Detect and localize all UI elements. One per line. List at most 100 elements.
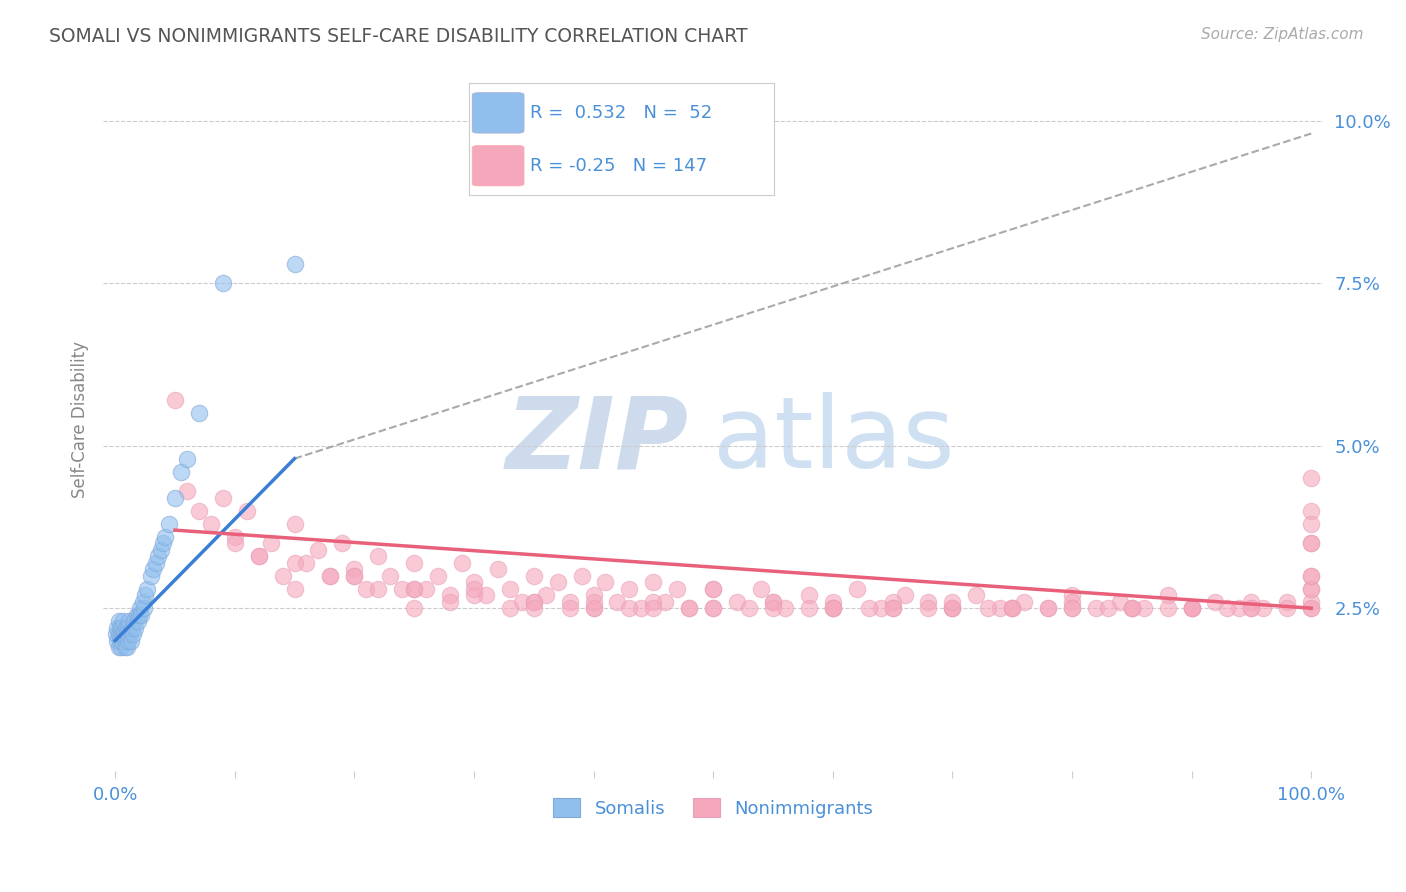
Point	[702, 582, 724, 596]
Point	[283, 516, 305, 531]
Point	[127, 614, 149, 628]
Point	[762, 601, 785, 615]
Point	[702, 601, 724, 615]
Point	[463, 575, 485, 590]
Point	[1180, 601, 1202, 615]
Point	[475, 588, 498, 602]
Point	[404, 582, 426, 596]
Point	[882, 601, 904, 615]
Point	[224, 530, 246, 544]
Point	[523, 594, 546, 608]
Point	[821, 601, 844, 615]
Point	[965, 588, 987, 602]
Point	[439, 588, 461, 602]
Point	[1301, 536, 1323, 550]
Point	[163, 393, 186, 408]
Point	[122, 614, 145, 628]
Point	[534, 588, 557, 602]
Point	[1301, 568, 1323, 582]
Point	[149, 542, 172, 557]
Point	[152, 536, 174, 550]
Point	[283, 556, 305, 570]
Point	[128, 607, 150, 622]
Point	[211, 276, 233, 290]
Point	[131, 607, 153, 622]
Point	[124, 621, 146, 635]
Point	[654, 594, 676, 608]
Point	[145, 556, 167, 570]
Point	[558, 601, 581, 615]
Point	[1240, 601, 1263, 615]
Point	[367, 549, 389, 563]
Point	[1253, 601, 1275, 615]
Point	[343, 562, 366, 576]
Point	[619, 582, 641, 596]
Point	[917, 601, 939, 615]
Point	[1301, 601, 1323, 615]
Point	[107, 614, 129, 628]
Point	[121, 621, 143, 635]
Point	[630, 601, 652, 615]
Point	[1205, 594, 1227, 608]
Point	[108, 621, 131, 635]
Point	[1277, 601, 1299, 615]
Point	[869, 601, 891, 615]
Point	[235, 503, 257, 517]
Point	[107, 633, 129, 648]
Point	[1084, 601, 1107, 615]
Point	[1301, 601, 1323, 615]
Point	[1301, 594, 1323, 608]
Point	[367, 582, 389, 596]
Point	[486, 562, 509, 576]
Point	[283, 582, 305, 596]
Point	[118, 614, 141, 628]
Point	[122, 627, 145, 641]
Point	[200, 516, 222, 531]
Point	[582, 601, 605, 615]
Point	[136, 582, 159, 596]
Point	[111, 621, 134, 635]
Point	[463, 588, 485, 602]
Point	[725, 594, 748, 608]
Point	[139, 568, 162, 582]
Point	[107, 640, 129, 655]
Point	[1060, 594, 1083, 608]
Point	[356, 582, 378, 596]
Point	[463, 582, 485, 596]
Point	[941, 601, 963, 615]
Point	[451, 556, 474, 570]
Point	[131, 594, 153, 608]
Point	[1097, 601, 1119, 615]
Point	[882, 601, 904, 615]
Text: ZIP: ZIP	[506, 392, 689, 489]
Point	[404, 556, 426, 570]
Point	[547, 575, 569, 590]
Point	[114, 627, 136, 641]
Point	[702, 582, 724, 596]
Point	[619, 601, 641, 615]
Point	[283, 256, 305, 270]
Point	[108, 633, 131, 648]
Point	[1301, 582, 1323, 596]
Point	[295, 556, 318, 570]
Point	[319, 568, 342, 582]
Point	[1240, 594, 1263, 608]
Point	[1301, 471, 1323, 485]
Point	[1001, 601, 1024, 615]
Point	[187, 503, 209, 517]
Point	[797, 601, 820, 615]
Point	[1301, 536, 1323, 550]
Point	[1301, 568, 1323, 582]
Point	[858, 601, 880, 615]
Point	[1229, 601, 1251, 615]
Point	[176, 484, 198, 499]
Point	[499, 601, 522, 615]
Point	[380, 568, 402, 582]
Point	[1121, 601, 1143, 615]
Point	[112, 627, 135, 641]
Point	[582, 594, 605, 608]
Legend: Somalis, Nonimmigrants: Somalis, Nonimmigrants	[546, 791, 880, 825]
Point	[1301, 582, 1323, 596]
Point	[134, 588, 156, 602]
Point	[1216, 601, 1239, 615]
